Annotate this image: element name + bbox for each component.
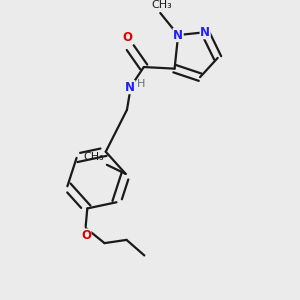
Text: CH₃: CH₃ <box>152 0 172 11</box>
Text: N: N <box>200 26 210 39</box>
Text: CH₃: CH₃ <box>84 152 104 162</box>
Text: H: H <box>136 79 145 89</box>
Text: N: N <box>173 28 183 42</box>
Text: N: N <box>125 81 135 94</box>
Text: O: O <box>123 32 133 44</box>
Text: O: O <box>81 229 91 242</box>
